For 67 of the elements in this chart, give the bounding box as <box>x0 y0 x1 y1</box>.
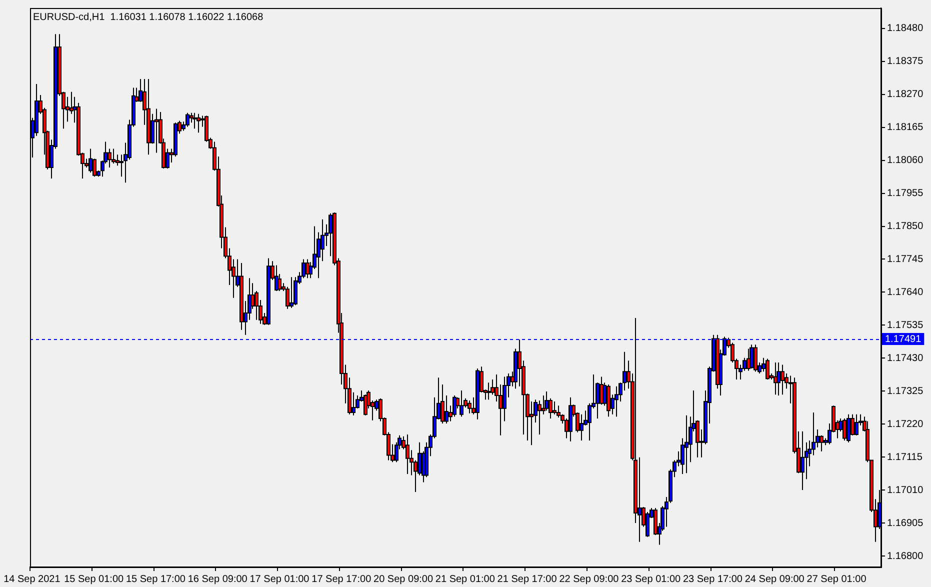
y-tick-label: 1.17955 <box>887 188 924 200</box>
candlestick <box>290 276 294 308</box>
x-tick-label: 15 Sep 17:00 <box>126 574 186 585</box>
candlestick <box>352 392 356 416</box>
chart-title: EURUSD-cd,H1 1.16031 1.16078 1.16022 1.16068 <box>33 12 264 23</box>
candlestick <box>754 344 758 372</box>
candlestick <box>460 390 464 418</box>
candlestick <box>780 364 784 396</box>
x-tick-label: 14 Sep 2021 <box>4 574 61 585</box>
x-tick-label: 27 Sep 01:00 <box>806 574 867 585</box>
y-tick-label: 1.16800 <box>887 550 924 562</box>
x-tick-label: 17 Sep 17:00 <box>312 574 372 585</box>
candlestick <box>196 113 200 134</box>
candlestick <box>88 148 92 174</box>
candlestick <box>542 395 546 415</box>
x-tick-label: 20 Sep 09:00 <box>374 574 434 585</box>
x-tick-label: 21 Sep 17:00 <box>497 574 558 585</box>
candlestick <box>468 400 472 414</box>
x-tick-label: 24 Sep 09:00 <box>744 574 805 585</box>
candlestick <box>854 414 858 436</box>
candlestick <box>846 414 850 443</box>
candlestick <box>776 362 780 396</box>
y-tick-label: 1.18165 <box>887 122 924 134</box>
candlestick <box>452 395 456 418</box>
y-tick-label: 1.17010 <box>887 484 924 496</box>
candlestick <box>278 273 282 292</box>
candlestick <box>684 414 688 474</box>
y-tick-label: 1.18375 <box>887 56 924 68</box>
candlestick <box>250 282 254 310</box>
x-tick-label: 17 Sep 01:00 <box>250 574 310 585</box>
candlestick <box>108 148 112 168</box>
candlestick <box>490 379 494 396</box>
candlestick <box>842 418 846 441</box>
candlestick <box>486 382 490 400</box>
ref-line-label: 1.17491 <box>885 334 922 345</box>
candlestick <box>406 434 410 475</box>
y-tick-label: 1.18480 <box>887 23 924 34</box>
candlestick <box>552 401 556 415</box>
y-tick-label: 1.17220 <box>887 418 924 430</box>
y-tick-label: 1.17850 <box>887 221 924 232</box>
x-tick-label: 16 Sep 09:00 <box>188 574 248 585</box>
y-tick-label: 1.17430 <box>887 352 924 364</box>
candlestick <box>192 112 196 130</box>
candlestick <box>544 390 548 412</box>
candlestick <box>614 386 618 418</box>
x-tick-label: 23 Sep 17:00 <box>682 574 743 585</box>
y-tick-label: 1.17115 <box>887 452 923 463</box>
candlestick <box>766 358 770 380</box>
y-tick-label: 1.18060 <box>887 155 924 166</box>
y-tick-label: 1.17325 <box>887 386 924 397</box>
y-tick-label: 1.16905 <box>887 518 924 529</box>
y-tick-label: 1.17535 <box>887 320 924 331</box>
x-tick-label: 22 Sep 09:00 <box>559 574 620 585</box>
candlestick <box>820 434 824 452</box>
x-tick-label: 15 Sep 01:00 <box>64 574 124 585</box>
y-tick-label: 1.17640 <box>887 286 924 298</box>
x-tick-label: 23 Sep 01:00 <box>621 574 682 585</box>
candlestick <box>186 112 190 128</box>
x-tick-label: 21 Sep 01:00 <box>435 574 496 585</box>
candlestick <box>154 108 158 154</box>
candlestick <box>444 395 448 424</box>
candlestick <box>580 414 584 441</box>
y-tick-label: 1.17745 <box>887 254 924 265</box>
candlestick <box>750 344 754 370</box>
y-tick-label: 1.18270 <box>887 89 924 100</box>
candlestick <box>800 430 804 491</box>
candlestick <box>112 148 116 164</box>
